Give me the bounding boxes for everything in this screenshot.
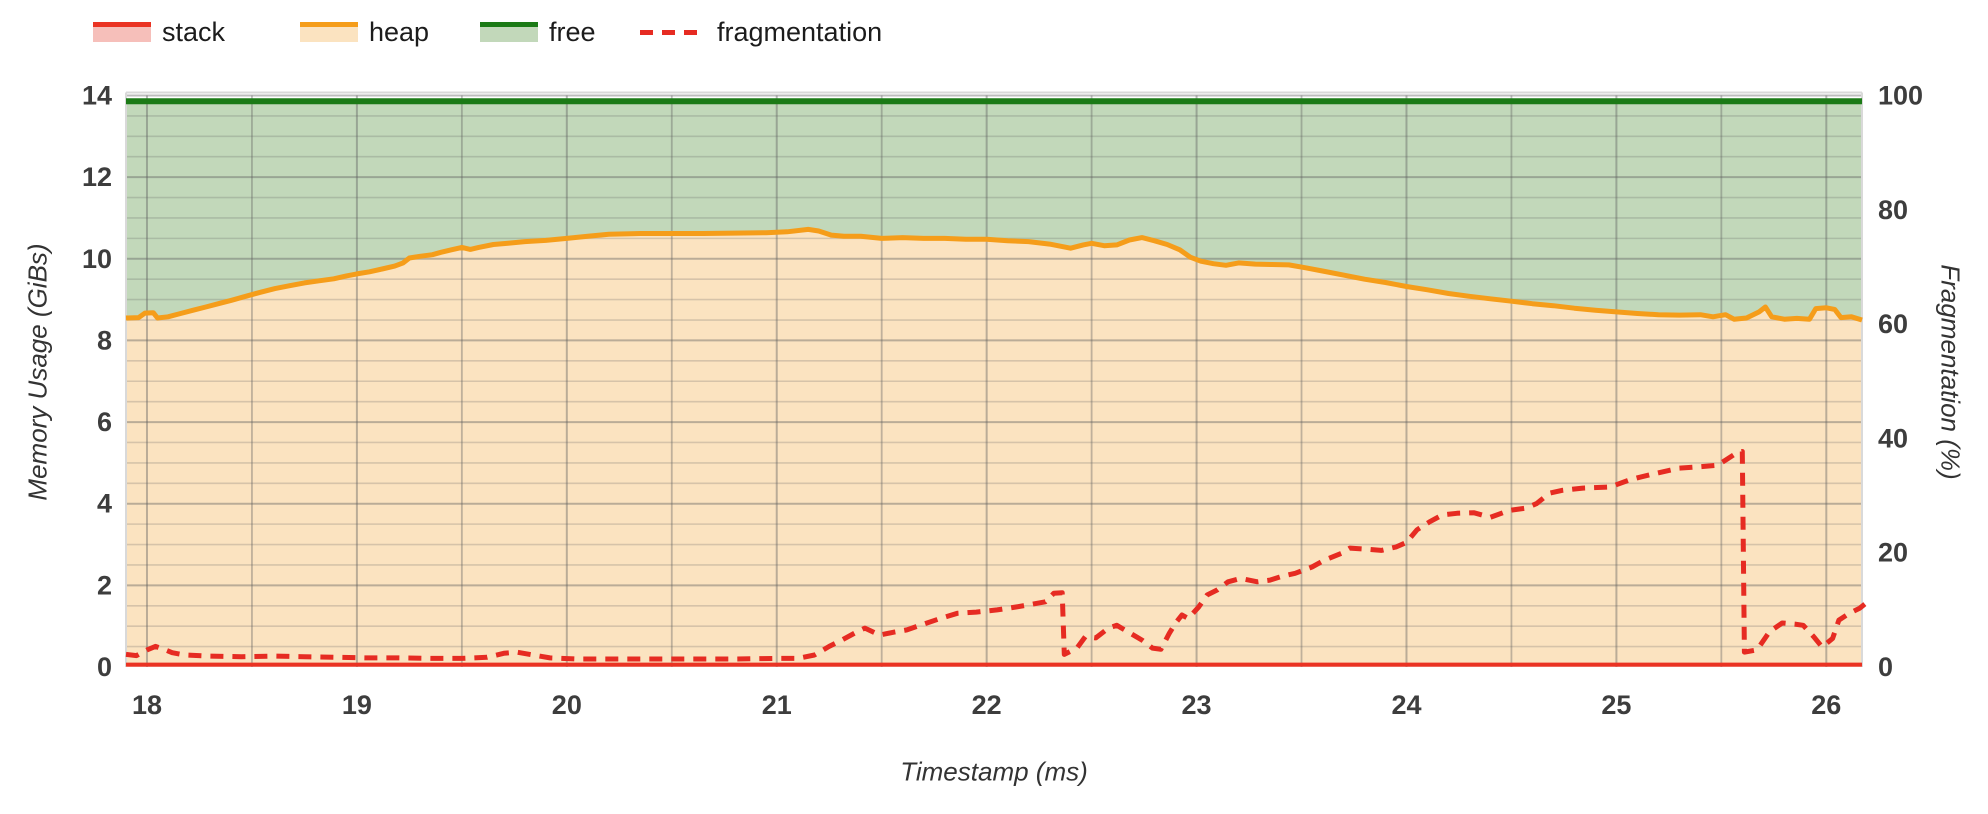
svg-text:12: 12 — [82, 162, 112, 192]
svg-text:0: 0 — [1878, 652, 1893, 682]
heap-area-swatch-icon — [300, 21, 358, 43]
svg-text:22: 22 — [972, 690, 1002, 720]
legend-item-stack: stack — [93, 12, 225, 52]
y-left-axis-title: Memory Usage (GiBs) — [22, 243, 53, 501]
svg-text:14: 14 — [82, 81, 112, 111]
legend-label-heap: heap — [369, 17, 430, 47]
svg-text:6: 6 — [97, 407, 112, 437]
svg-text:20: 20 — [552, 690, 582, 720]
svg-text:60: 60 — [1878, 309, 1908, 339]
svg-text:24: 24 — [1391, 690, 1421, 720]
chart-legend: stack heap free fragmentation — [0, 12, 1988, 52]
svg-text:4: 4 — [97, 489, 112, 519]
svg-text:21: 21 — [762, 690, 792, 720]
svg-text:40: 40 — [1878, 423, 1908, 453]
legend-label-stack: stack — [162, 17, 226, 47]
svg-text:26: 26 — [1811, 690, 1841, 720]
svg-text:18: 18 — [132, 690, 162, 720]
fragmentation-dashed-line-swatch-icon — [640, 29, 706, 35]
svg-text:25: 25 — [1601, 690, 1631, 720]
svg-text:23: 23 — [1182, 690, 1212, 720]
svg-text:2: 2 — [97, 570, 112, 600]
svg-text:80: 80 — [1878, 195, 1908, 225]
svg-text:8: 8 — [97, 325, 112, 355]
legend-item-fragmentation: fragmentation — [640, 12, 882, 52]
legend-label-free: free — [549, 17, 596, 47]
stack-area-swatch-icon — [93, 21, 151, 43]
legend-item-heap: heap — [300, 12, 429, 52]
y-right-axis-title: Fragmentation (%) — [1935, 264, 1966, 480]
svg-text:20: 20 — [1878, 538, 1908, 568]
svg-text:19: 19 — [342, 690, 372, 720]
svg-text:100: 100 — [1878, 81, 1923, 111]
legend-label-fragmentation: fragmentation — [717, 17, 883, 47]
free-area-swatch-icon — [480, 21, 538, 43]
x-axis-title: Timestamp (ms) — [900, 756, 1088, 787]
svg-text:10: 10 — [82, 244, 112, 274]
legend-item-free: free — [480, 12, 596, 52]
svg-text:0: 0 — [97, 652, 112, 682]
